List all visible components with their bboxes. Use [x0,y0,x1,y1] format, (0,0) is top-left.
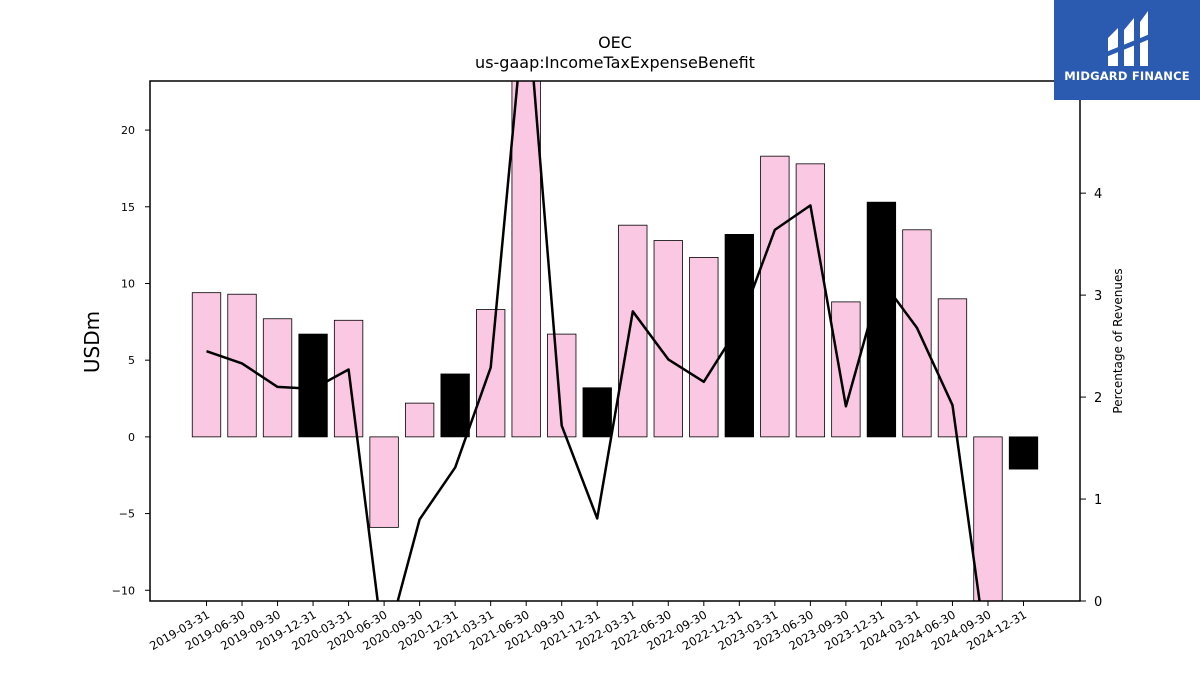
bar-2023-03-31 [760,155,790,438]
y-axis-label: USDm [80,311,104,373]
bar-2024-12-31 [1008,436,1039,470]
y-tick-label: 5 [128,354,135,367]
bar-2019-09-30 [262,318,293,438]
y2-tick-label: 3 [1094,289,1102,304]
y2-axis-label: Percentage of Revenues [1111,268,1125,413]
y-tick-label: −10 [112,584,135,597]
bar-2024-09-30 [973,436,1003,601]
brand-logo: MIDGARD FINANCE [1054,0,1200,100]
chart-title: OEC [598,33,632,52]
y2-tick-label: 0 [1094,595,1102,610]
brand-name: MIDGARD FINANCE [1064,69,1190,83]
midgard-logo-icon [1106,11,1150,66]
bar-2019-12-31 [298,333,328,438]
bar-2021-12-31 [582,387,612,438]
y-tick-label: −5 [119,508,135,521]
bar-2024-03-31 [902,229,932,438]
bar-2021-06-30 [511,81,541,438]
y-axis-right: 0 1 2 3 4 [1080,187,1102,610]
y-tick-label: 0 [128,431,135,444]
bar-2022-06-30 [653,240,683,438]
bar-2024-06-30 [937,298,968,438]
bar-2020-09-30 [404,402,435,438]
bar-2019-06-30 [227,293,257,438]
y-axis-left: −10 −5 0 5 10 15 20 [112,124,150,597]
bars-group [191,81,1039,601]
y-tick-label: 10 [121,277,135,290]
y-tick-label: 20 [121,124,135,137]
bar-2020-12-31 [440,373,470,438]
bar-2022-12-31 [724,233,754,438]
y2-tick-label: 1 [1094,493,1102,508]
bar-2022-09-30 [689,257,719,438]
bar-2020-06-30 [369,436,399,528]
percentage-line [206,81,981,601]
bar-2021-03-31 [476,309,506,438]
bar-2022-03-31 [618,224,648,438]
bar-2019-03-31 [191,292,222,438]
y-tick-label: 15 [121,201,135,214]
line-group [206,81,981,601]
bar-2023-12-31 [866,201,897,438]
y2-tick-label: 4 [1094,187,1102,202]
x-axis: 2019-03-312019-06-302019-09-302019-12-31… [147,601,1029,653]
plot-frame [149,80,1081,602]
chart-subtitle: us-gaap:IncomeTaxExpenseBenefit [475,53,755,72]
y2-tick-label: 2 [1094,391,1102,406]
